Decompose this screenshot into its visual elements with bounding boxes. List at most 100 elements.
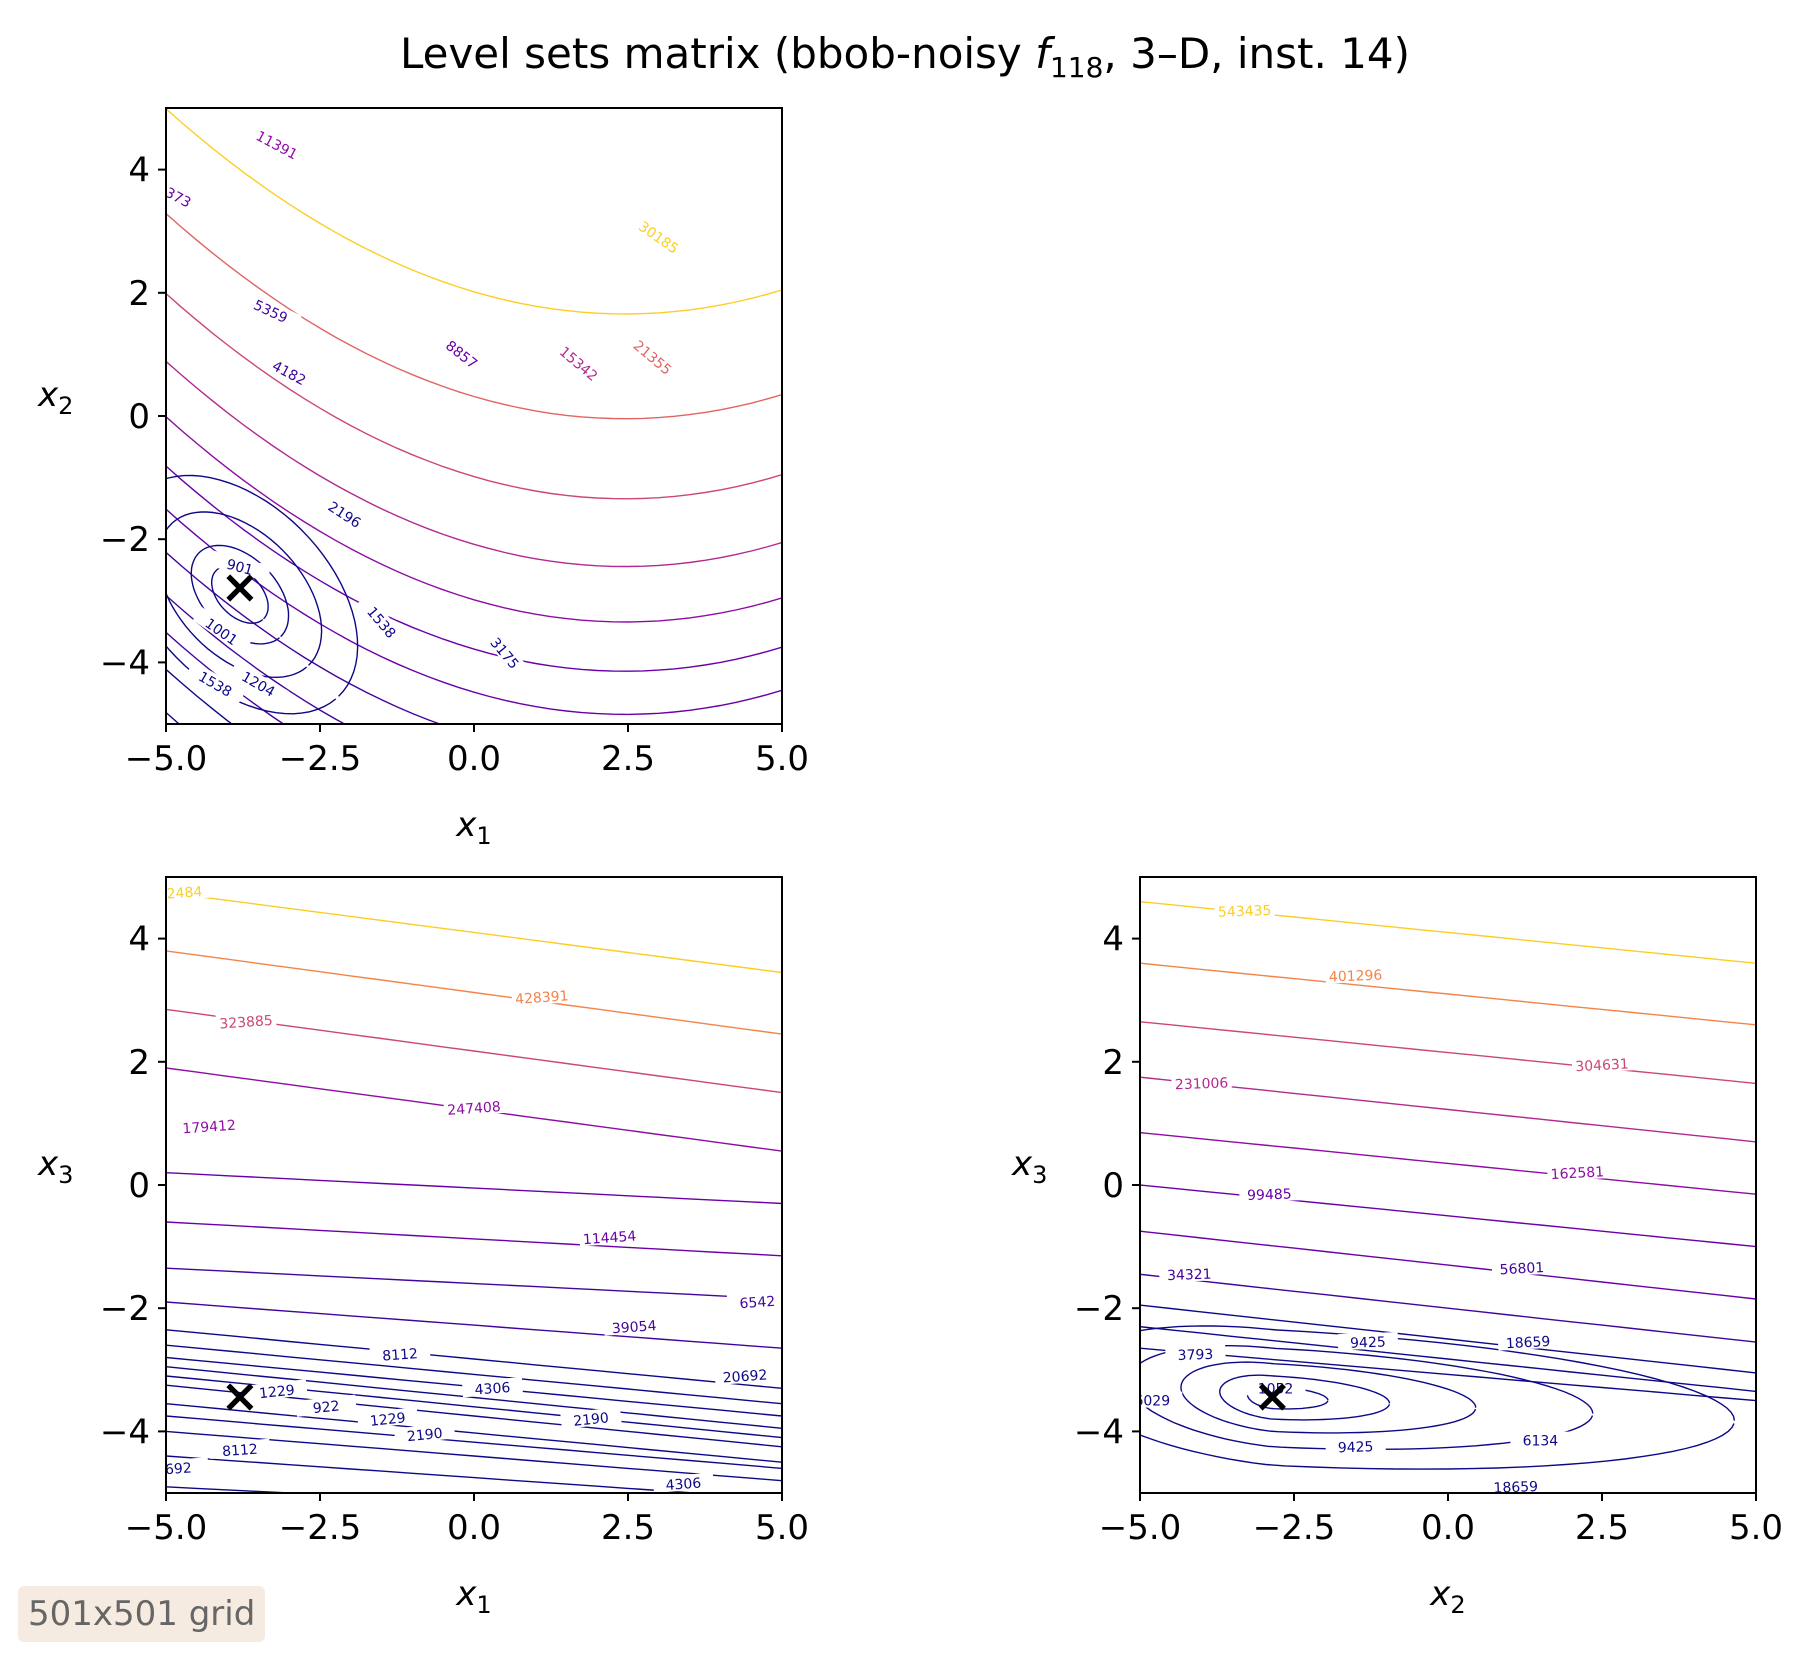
contour-line bbox=[1140, 1021, 1756, 1085]
contour-line bbox=[166, 1329, 782, 1389]
y-tick-label: −4 bbox=[100, 1412, 150, 1452]
contour-label-bg bbox=[461, 1377, 523, 1398]
contour-label-bg bbox=[1325, 965, 1386, 984]
contour-label-bg bbox=[185, 661, 246, 706]
y-tick-label: 2 bbox=[128, 274, 150, 314]
contour-label-bg bbox=[1546, 1162, 1608, 1182]
contour-level-label: 428391 bbox=[515, 988, 569, 1008]
contour-label-bg bbox=[1245, 1379, 1306, 1396]
contour-line bbox=[166, 631, 285, 724]
contour-line bbox=[104, 740, 843, 1004]
contour-line bbox=[1140, 1184, 1756, 1248]
x-tick-label: 2.5 bbox=[601, 739, 655, 779]
contour-label-bg bbox=[630, 212, 689, 261]
contour-label-bg bbox=[551, 337, 608, 389]
contour-label-bg bbox=[228, 661, 289, 706]
contour-level-label: 99485 bbox=[1247, 1186, 1292, 1204]
x-tick-label: 2.5 bbox=[1575, 1508, 1629, 1548]
contour-label-bg bbox=[209, 550, 272, 582]
contour-label-bg bbox=[1140, 1391, 1183, 1408]
y-tick-label: 0 bbox=[128, 1166, 150, 1206]
contour-line bbox=[1140, 962, 1756, 1026]
y-tick-label: 2 bbox=[128, 1043, 150, 1083]
contour-line bbox=[166, 551, 442, 724]
contour-label-bg bbox=[1491, 1257, 1553, 1277]
contour-label-bg bbox=[443, 1096, 505, 1118]
contour-level-label: 1229 bbox=[258, 1383, 295, 1403]
y-tick-label: −4 bbox=[100, 643, 150, 683]
contour-line bbox=[1140, 1230, 1756, 1300]
contour-level-label: 304631 bbox=[1575, 1056, 1629, 1075]
contour-label-bg bbox=[1497, 1331, 1559, 1351]
x-tick-label: −2.5 bbox=[279, 1508, 362, 1548]
x-tick-label: 5.0 bbox=[1729, 1508, 1783, 1548]
contour-level-label: 1229 bbox=[369, 1410, 406, 1430]
figure-title: Level sets matrix (bbob-noisy f118, 3–D,… bbox=[400, 29, 1410, 84]
contour-label-bg bbox=[1571, 1054, 1633, 1074]
contour-line bbox=[166, 1221, 782, 1257]
contour-line bbox=[166, 108, 782, 315]
contour-level-label: 34321 bbox=[1167, 1267, 1212, 1285]
contour-level-label: 8112 bbox=[222, 1442, 259, 1460]
contour-level-label: 162581 bbox=[1550, 1164, 1604, 1183]
contour-label-bg bbox=[295, 1394, 357, 1417]
contour-level-label: 6542 bbox=[739, 1294, 776, 1312]
contour-line bbox=[166, 511, 323, 679]
contour-line bbox=[1140, 1273, 1756, 1343]
axes-frame bbox=[165, 107, 783, 725]
contour-label-bg bbox=[1325, 1436, 1386, 1455]
contour-line bbox=[166, 465, 782, 672]
x-tick-label: 5.0 bbox=[755, 739, 809, 779]
contour-label-bg bbox=[625, 331, 682, 383]
x-tick-label: 0.0 bbox=[447, 1508, 501, 1548]
contour-level-label: 179412 bbox=[182, 1118, 236, 1138]
grid-size-badge: 501x501 grid bbox=[18, 1586, 266, 1642]
contour-line bbox=[211, 565, 269, 624]
y-tick-label: −2 bbox=[1074, 1289, 1124, 1329]
contour-level-label: 39054 bbox=[611, 1318, 657, 1337]
contour-level-label: 9425 bbox=[1338, 1439, 1374, 1456]
y-tick-label: 4 bbox=[1102, 920, 1124, 960]
contour-lines: 2484 428391 323885 247408 179412 114454 6542 39… bbox=[164, 881, 782, 1493]
contour-level-label: 8112 bbox=[382, 1346, 419, 1364]
contour-label-bg bbox=[246, 1379, 308, 1402]
contour-label-bg bbox=[480, 624, 531, 681]
x-axis-label: x2 bbox=[1429, 1574, 1465, 1619]
contour-label-bg bbox=[240, 290, 302, 331]
contour-level-label: 692 bbox=[164, 1460, 192, 1478]
contour-label-bg bbox=[1171, 1073, 1232, 1092]
y-tick-label: 0 bbox=[1102, 1166, 1124, 1206]
y-tick-label: 4 bbox=[128, 920, 150, 960]
contour-label-bg bbox=[166, 881, 215, 902]
contour-level-label: 543435 bbox=[1218, 903, 1272, 921]
contour-level-label: 231006 bbox=[1175, 1075, 1229, 1093]
contour-level-label: 114454 bbox=[582, 1229, 637, 1249]
contour-level-label: 6029 bbox=[1134, 1394, 1170, 1410]
contour-label-bg bbox=[166, 1457, 209, 1478]
contour-line bbox=[166, 1455, 705, 1493]
contour-line bbox=[166, 212, 782, 420]
contour-line bbox=[166, 1267, 782, 1300]
contour-line bbox=[1140, 1304, 1756, 1374]
contour-label-bg bbox=[1158, 1264, 1220, 1283]
contour-level-label: 18659 bbox=[1493, 1479, 1538, 1497]
contour-level-label: 4306 bbox=[474, 1380, 511, 1398]
contour-level-label: 1052 bbox=[1258, 1381, 1294, 1397]
x-axis-label: x1 bbox=[455, 1574, 491, 1619]
contour-label-bg bbox=[393, 1422, 456, 1445]
contour-level-label: 2190 bbox=[573, 1410, 610, 1430]
x-tick-label: 5.0 bbox=[755, 1508, 809, 1548]
contour-label-bg bbox=[1510, 1431, 1571, 1448]
x-tick-label: 0.0 bbox=[1421, 1508, 1475, 1548]
contour-level-label: 2484 bbox=[166, 884, 203, 902]
contour-line bbox=[166, 1415, 782, 1470]
contour-line bbox=[1140, 1076, 1756, 1143]
contour-level-label: 11391 bbox=[253, 128, 300, 163]
contour-label-bg bbox=[178, 1115, 240, 1136]
y-tick-label: −4 bbox=[1074, 1412, 1124, 1452]
contour-line bbox=[166, 950, 782, 1035]
contour-label-bg bbox=[247, 122, 308, 166]
